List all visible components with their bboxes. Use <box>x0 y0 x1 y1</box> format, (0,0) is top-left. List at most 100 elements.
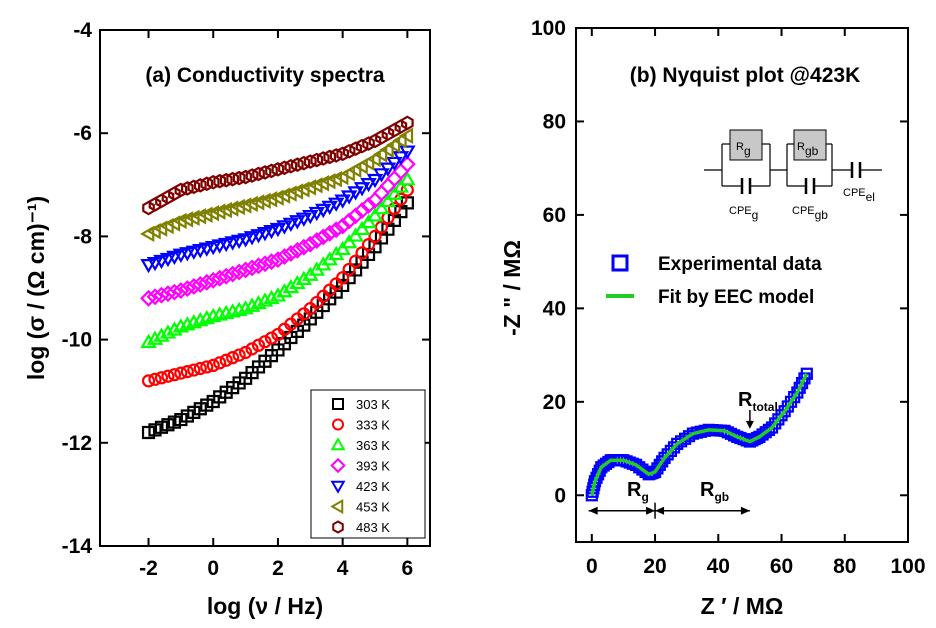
data-point <box>275 248 293 265</box>
x-tick-label-a: 4 <box>337 557 349 580</box>
x-tick-label-b: 40 <box>707 555 730 578</box>
data-point <box>140 333 157 348</box>
data-point <box>155 193 168 209</box>
data-point <box>360 197 377 214</box>
data-point <box>386 185 403 200</box>
data-point <box>204 271 222 289</box>
data-point <box>258 165 272 180</box>
data-point <box>219 172 233 188</box>
data-point <box>153 327 170 342</box>
data-point <box>302 209 319 225</box>
data-point <box>323 149 337 165</box>
legend-label: 453 K <box>356 500 390 515</box>
data-point <box>336 271 350 285</box>
data-point <box>180 365 194 379</box>
data-point <box>399 145 416 160</box>
data-point <box>172 282 190 300</box>
data-point <box>187 363 201 377</box>
resistor-rg <box>729 129 763 161</box>
data-point <box>269 251 287 269</box>
data-point <box>388 122 401 138</box>
data-point <box>288 241 306 259</box>
y-tick-label-a: -14 <box>62 535 93 558</box>
data-point <box>193 361 207 376</box>
data-point <box>159 324 177 339</box>
data-point <box>232 170 246 186</box>
data-point <box>154 371 169 385</box>
legend-label: 393 K <box>356 459 390 474</box>
data-point <box>237 233 254 248</box>
data-point <box>308 206 325 222</box>
data-point <box>284 158 298 174</box>
plot-frame-b <box>575 27 909 543</box>
data-point <box>329 148 343 163</box>
data-point <box>256 255 274 273</box>
data-point <box>295 238 313 256</box>
data-point <box>265 163 278 179</box>
span-arrowhead <box>655 506 665 515</box>
data-point <box>232 348 246 362</box>
data-point <box>256 292 274 307</box>
data-point <box>321 200 338 216</box>
data-point <box>355 246 369 260</box>
span-arrowhead <box>588 506 598 515</box>
legend-label: 363 K <box>356 438 390 453</box>
data-point <box>239 169 252 185</box>
data-point <box>289 215 306 230</box>
data-point <box>379 192 397 208</box>
panel-b-title: (b) Nyquist plot @423K <box>630 64 861 87</box>
data-point <box>353 202 371 220</box>
x-tick-label-a: 6 <box>402 557 414 580</box>
data-point <box>386 156 403 172</box>
data-point <box>142 200 155 216</box>
data-point <box>200 176 214 192</box>
data-point <box>327 221 345 239</box>
data-point <box>213 356 227 370</box>
data-point <box>161 189 175 205</box>
data-point <box>148 197 162 212</box>
data-point <box>178 280 196 297</box>
data-point <box>353 182 371 197</box>
circuit-label-rgb: Rgb <box>797 141 819 158</box>
data-point <box>314 228 332 246</box>
data-point <box>185 278 203 295</box>
y-tick-label-b: 0 <box>554 484 566 507</box>
data-point <box>372 146 388 163</box>
x-tick-label-a: 2 <box>272 557 284 580</box>
data-point <box>250 294 267 310</box>
data-point <box>213 173 227 189</box>
r-total-arrowhead <box>745 420 754 429</box>
legend-label: 333 K <box>356 418 390 433</box>
legend-label: Experimental data <box>658 254 822 275</box>
y-axis-label-b: -Z " / MΩ <box>499 240 525 336</box>
data-point <box>334 240 351 256</box>
data-point <box>347 186 364 201</box>
r-total-label: Rtotal <box>738 389 778 414</box>
data-point <box>226 171 239 187</box>
data-point <box>379 141 394 158</box>
data-point <box>250 229 267 244</box>
legend-marker <box>330 457 346 474</box>
legend-marker <box>332 398 344 410</box>
data-point <box>174 366 188 380</box>
legend-marker <box>611 254 629 272</box>
conductivity-panel: -2 0 2 4 6 -14 -12 -10 -8 -6 -4 (a) Conductivity s… <box>23 19 431 619</box>
data-point <box>398 127 414 145</box>
data-point <box>276 220 293 235</box>
data-point <box>174 182 188 198</box>
data-point <box>167 368 182 382</box>
legend-label: 303 K <box>356 397 390 412</box>
data-point <box>243 231 261 246</box>
data-point <box>385 136 401 154</box>
data-point <box>140 289 157 307</box>
data-point <box>366 207 384 222</box>
data-point <box>263 289 280 305</box>
data-point <box>168 186 181 201</box>
data-point <box>366 173 384 189</box>
data-point <box>316 151 330 166</box>
circuit-label-cpe-gb: CPEgb <box>792 205 828 222</box>
data-point <box>141 374 156 388</box>
x-tick-label-a: 0 <box>207 557 219 580</box>
data-point <box>394 119 408 134</box>
